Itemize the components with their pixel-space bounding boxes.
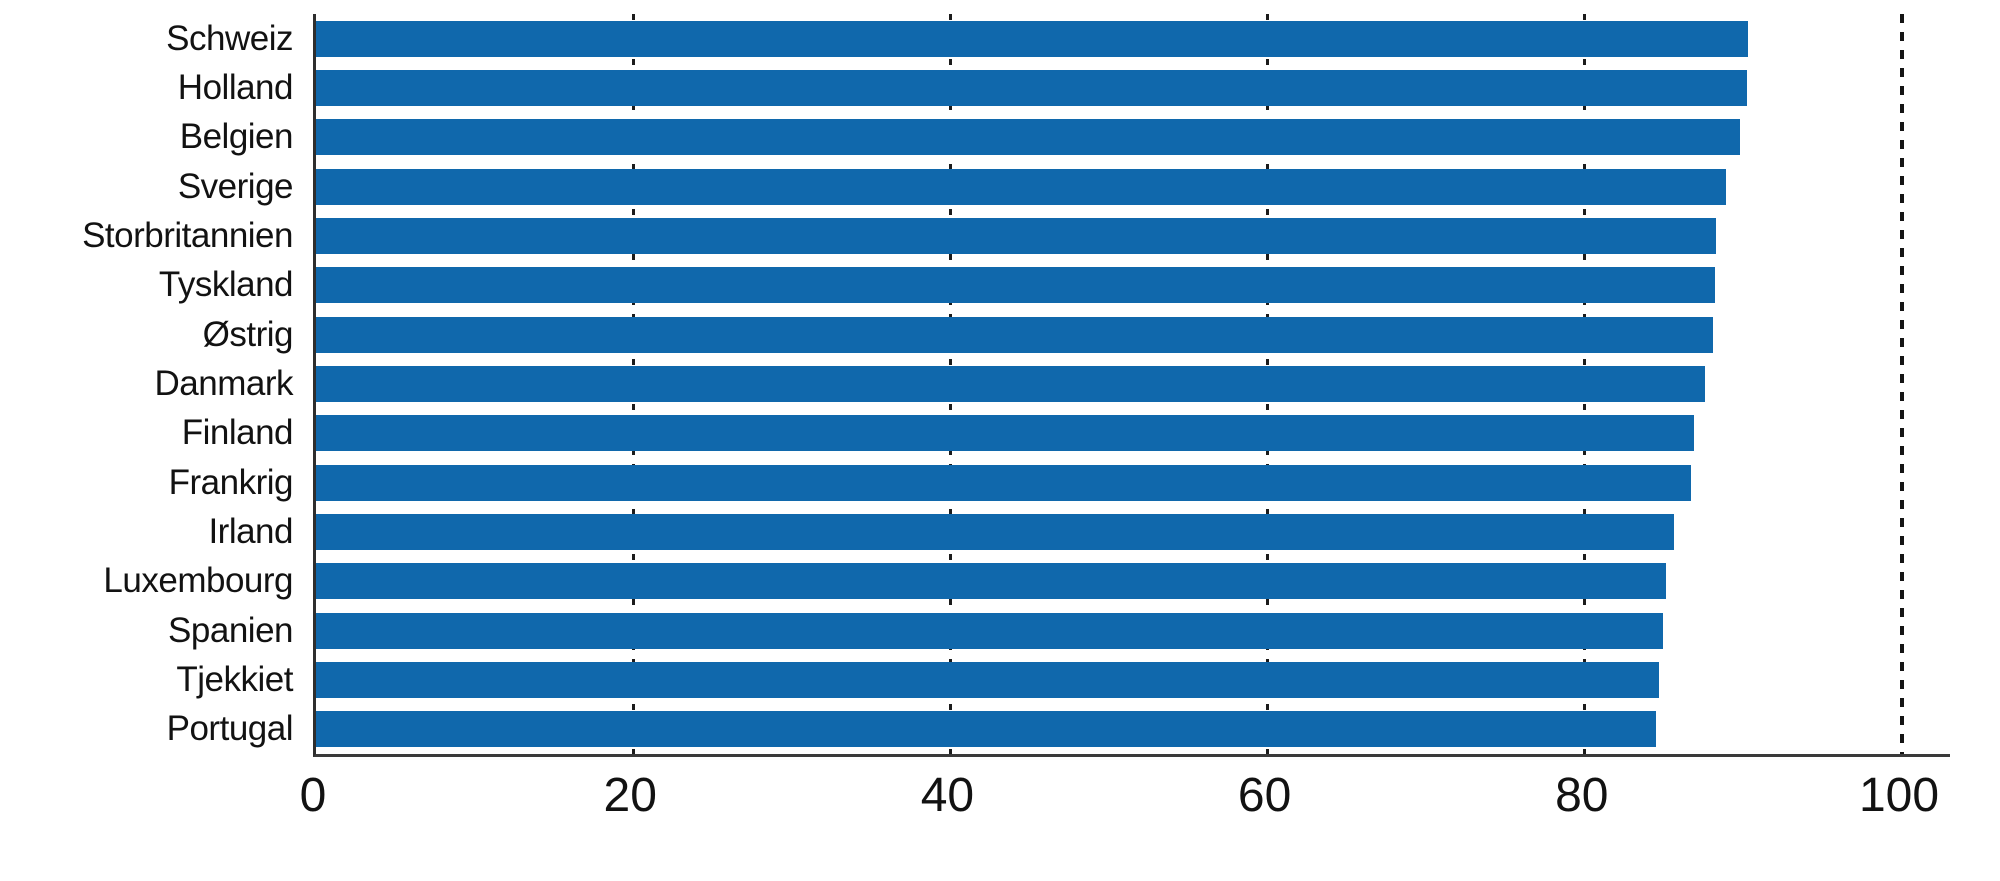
bar <box>316 119 1741 156</box>
plot-area <box>313 14 1950 757</box>
bar <box>316 316 1714 353</box>
bar <box>316 662 1660 698</box>
category-label: Irland <box>208 511 293 551</box>
reference-line-layer <box>316 14 1950 754</box>
bar <box>316 514 1674 550</box>
category-label: Schweiz <box>166 18 293 58</box>
bar <box>316 464 1692 501</box>
bar <box>316 20 1749 57</box>
bar <box>316 366 1706 402</box>
category-label: Luxembourg <box>103 561 293 601</box>
bar <box>316 267 1715 304</box>
category-label: Spanien <box>168 610 293 650</box>
category-label: Portugal <box>166 709 294 749</box>
category-label: Østrig <box>202 314 294 354</box>
x-tick-label: 100 <box>1858 769 1940 822</box>
x-tick-label: 40 <box>920 769 975 822</box>
category-label: Belgien <box>179 117 294 157</box>
bar <box>316 168 1726 205</box>
x-tick-label: 60 <box>1237 769 1292 822</box>
category-label: Sverige <box>177 166 294 206</box>
category-labels-column: Schweiz Holland Belgien Sverige Storbritanni… <box>0 14 313 754</box>
x-tick-label: 20 <box>603 769 657 822</box>
bar <box>316 70 1747 106</box>
category-label: Frankrig <box>168 462 294 502</box>
x-tick-label: 0 <box>299 769 327 822</box>
category-label: Finland <box>181 413 294 453</box>
category-label: Danmark <box>154 363 294 403</box>
category-label: Storbritannien <box>82 215 293 255</box>
reference-line-100 <box>1900 14 1904 754</box>
bar <box>316 415 1695 452</box>
category-label: Tjekkiet <box>176 659 293 699</box>
x-tick-label: 80 <box>1555 769 1609 822</box>
bar <box>316 711 1657 748</box>
category-label: Tyskland <box>158 265 294 305</box>
x-axis-tick-labels: 0 20 40 60 80 100 <box>300 769 1950 832</box>
category-label: Holland <box>177 67 294 107</box>
bars-layer <box>316 14 1950 754</box>
bar <box>316 218 1717 254</box>
bar <box>316 563 1666 600</box>
bar <box>316 612 1663 649</box>
